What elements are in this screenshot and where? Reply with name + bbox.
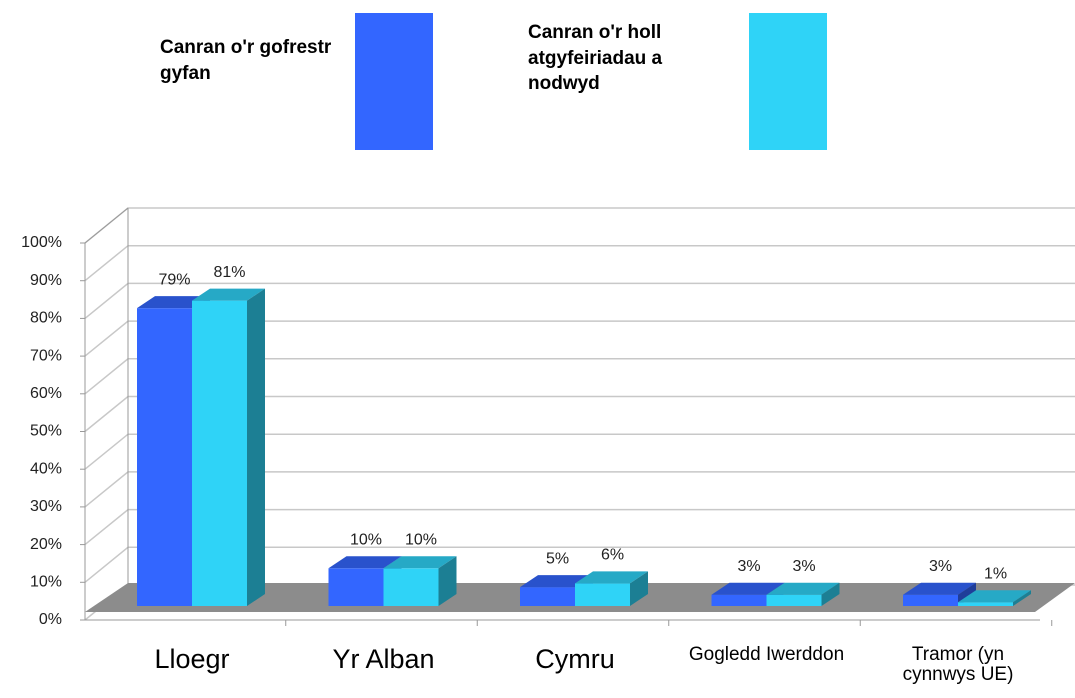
bar-top	[137, 296, 210, 309]
bar-top	[383, 556, 457, 569]
bar-front	[192, 300, 247, 606]
y-tick-label: 60%	[30, 385, 62, 402]
value-label: 10%	[405, 532, 437, 549]
bar-top	[711, 582, 785, 595]
bar-front	[520, 587, 575, 606]
value-label: 81%	[213, 264, 245, 281]
bar	[766, 582, 840, 606]
bar-front	[575, 583, 630, 606]
value-label: 79%	[158, 271, 190, 288]
bar-top	[192, 288, 265, 301]
bar	[192, 288, 265, 606]
bar	[575, 571, 648, 606]
value-label: 3%	[929, 558, 952, 575]
y-tick-label: 50%	[30, 423, 62, 440]
depth-axis	[84, 207, 129, 244]
bar-side	[630, 571, 648, 606]
bar-top	[575, 571, 648, 584]
bar-side	[821, 582, 840, 606]
y-tick-label: 0%	[39, 611, 62, 628]
x-tick-label: Yr Alban	[332, 644, 435, 674]
bar	[383, 556, 457, 606]
value-label: 3%	[737, 558, 760, 575]
value-label: 5%	[546, 550, 569, 567]
y-tick-label: 10%	[30, 574, 62, 591]
legend-swatch	[355, 13, 433, 150]
bar-front	[137, 308, 192, 606]
bar-front	[903, 594, 958, 606]
bar-side	[438, 556, 457, 606]
bar	[328, 556, 402, 606]
y-tick-label: 90%	[30, 272, 62, 289]
y-tick-label: 20%	[30, 536, 62, 553]
bar-top	[958, 590, 1031, 603]
bar-front	[383, 568, 439, 606]
y-tick-label: 40%	[30, 460, 62, 477]
x-tick-label: Cymru	[535, 644, 615, 674]
x-tick-label: Gogledd Iwerddon	[688, 644, 845, 665]
y-tick-label: 70%	[30, 347, 62, 364]
bar-front	[328, 568, 384, 606]
x-tick-label: Lloegr	[154, 644, 230, 674]
bar-front	[711, 594, 767, 606]
bar-top	[520, 575, 593, 588]
bar-front	[766, 594, 822, 606]
legend-swatch	[749, 13, 827, 150]
bar-top	[328, 556, 402, 569]
y-tick-label: 80%	[30, 310, 62, 327]
x-tick-label: Tramor (yn cynnwys UE)	[902, 644, 1014, 685]
bar-side	[1013, 590, 1031, 606]
y-tick-label: 100%	[21, 234, 62, 251]
bar	[958, 590, 1031, 606]
value-label: 10%	[350, 532, 382, 549]
y-tick-label: 30%	[30, 498, 62, 515]
bar-top	[766, 582, 840, 595]
value-label: 6%	[601, 547, 624, 564]
value-label: 3%	[792, 558, 815, 575]
legend-label: Canran o'r gofrestr gyfan	[160, 37, 332, 84]
bar-side	[247, 288, 265, 606]
value-label: 1%	[984, 565, 1007, 582]
bar-top	[903, 582, 976, 595]
bar-front	[958, 602, 1013, 606]
legend-label: Canran o'r holl atgyfeiriadau a nodwyd	[528, 22, 663, 95]
